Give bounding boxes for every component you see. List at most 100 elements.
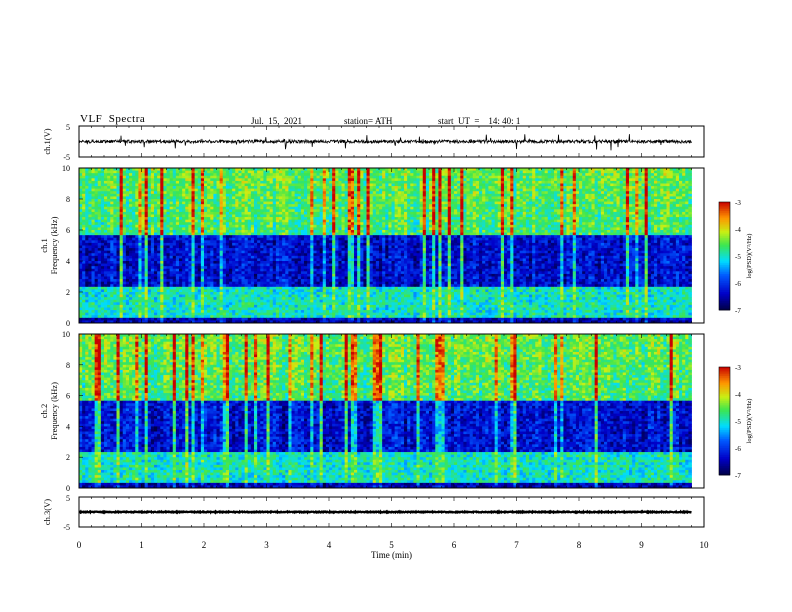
psd-cell bbox=[104, 173, 108, 177]
psd-cell bbox=[460, 219, 464, 223]
psd-cell bbox=[507, 230, 511, 233]
psd-cell bbox=[294, 227, 299, 231]
psd-cell bbox=[119, 178, 124, 182]
psd-cell bbox=[547, 186, 552, 190]
psd-cell bbox=[619, 209, 624, 213]
psd-cell bbox=[307, 175, 311, 179]
psd-cell bbox=[279, 227, 283, 231]
psd-cell bbox=[141, 219, 146, 223]
psd-cell bbox=[494, 230, 499, 233]
psd-cell bbox=[466, 199, 471, 202]
psd-cell bbox=[619, 168, 624, 171]
psd-cell bbox=[160, 199, 164, 202]
psd-cell bbox=[244, 183, 249, 187]
psd-cell bbox=[225, 214, 230, 218]
psd-cell bbox=[382, 193, 386, 197]
psd-cell bbox=[516, 186, 521, 190]
psd-cell bbox=[104, 170, 108, 174]
psd-cell bbox=[322, 211, 327, 215]
psd-cell bbox=[638, 199, 642, 202]
psd-cell bbox=[163, 214, 167, 218]
psd-cell bbox=[382, 168, 386, 171]
psd-cell bbox=[266, 191, 271, 195]
psd-cell bbox=[682, 193, 686, 197]
psd-cell bbox=[397, 217, 402, 221]
psd-cell bbox=[219, 170, 224, 174]
psd-cell bbox=[147, 191, 152, 195]
psd-cell bbox=[675, 219, 680, 223]
psd-cell bbox=[650, 201, 655, 205]
psd-cell bbox=[550, 186, 555, 190]
psd-cell bbox=[125, 188, 130, 192]
psd-cell bbox=[150, 224, 155, 228]
psd-cell bbox=[372, 188, 377, 192]
psd-cell bbox=[560, 227, 564, 231]
psd-cell bbox=[422, 186, 427, 190]
psd-cell bbox=[335, 175, 339, 179]
psd-cell bbox=[644, 224, 649, 228]
psd-cell bbox=[441, 180, 446, 184]
psd-cell bbox=[419, 214, 424, 218]
psd-cell bbox=[463, 183, 467, 187]
psd-cell bbox=[100, 222, 105, 226]
psd-cell bbox=[522, 168, 527, 171]
psd-cell bbox=[179, 219, 183, 223]
psd-cell bbox=[319, 217, 324, 221]
psd-cell bbox=[666, 211, 671, 215]
psd-cell bbox=[516, 199, 521, 202]
psd-cell bbox=[244, 178, 249, 182]
psd-cell bbox=[332, 183, 336, 187]
psd-cell bbox=[594, 211, 599, 215]
psd-cell bbox=[441, 168, 446, 171]
psd-cell bbox=[310, 183, 314, 187]
psd-cell bbox=[475, 183, 480, 187]
psd-cell bbox=[494, 173, 499, 177]
psd-cell bbox=[679, 219, 683, 223]
psd-cell bbox=[607, 186, 611, 190]
psd-cell bbox=[307, 180, 311, 184]
psd-cell bbox=[675, 217, 680, 221]
psd-cell bbox=[144, 178, 149, 182]
psd-cell bbox=[447, 173, 452, 177]
psd-cell bbox=[357, 186, 361, 190]
psd-cell bbox=[472, 230, 477, 233]
psd-cell bbox=[513, 199, 517, 202]
psd-cell bbox=[219, 222, 224, 226]
psd-cell bbox=[207, 214, 211, 218]
psd-cell bbox=[113, 193, 117, 197]
psd-cell bbox=[375, 199, 380, 202]
psd-cell bbox=[329, 224, 333, 228]
psd-cell bbox=[622, 193, 627, 197]
psd-cell bbox=[204, 222, 208, 226]
psd-cell bbox=[169, 168, 174, 171]
psd-cell bbox=[388, 178, 392, 182]
psd-cell bbox=[222, 214, 227, 218]
psd-cell bbox=[441, 183, 446, 187]
psd-cell bbox=[488, 201, 492, 205]
psd-cell bbox=[191, 178, 196, 182]
psd-cell bbox=[85, 186, 89, 190]
psd-cell bbox=[397, 204, 402, 208]
psd-cell bbox=[647, 183, 652, 187]
psd-cell bbox=[360, 209, 364, 213]
psd-cell bbox=[163, 168, 167, 171]
psd-cell bbox=[657, 219, 661, 223]
psd-cell bbox=[429, 211, 433, 215]
psd-cell bbox=[575, 193, 580, 197]
psd-cell bbox=[507, 183, 511, 187]
psd-cell bbox=[116, 211, 121, 215]
psd-cell bbox=[175, 206, 180, 210]
psd-cell bbox=[247, 188, 252, 192]
psd-cell bbox=[219, 214, 224, 218]
psd-cell bbox=[635, 191, 639, 195]
psd-cell bbox=[225, 188, 230, 192]
psd-cell bbox=[557, 180, 561, 184]
psd-cell bbox=[347, 224, 352, 228]
psd-cell bbox=[513, 196, 517, 200]
psd-cell bbox=[679, 199, 683, 202]
psd-cell bbox=[82, 196, 86, 200]
psd-cell bbox=[213, 211, 217, 215]
psd-cell bbox=[163, 170, 167, 174]
psd-cell bbox=[135, 211, 139, 215]
psd-cell bbox=[575, 219, 580, 223]
